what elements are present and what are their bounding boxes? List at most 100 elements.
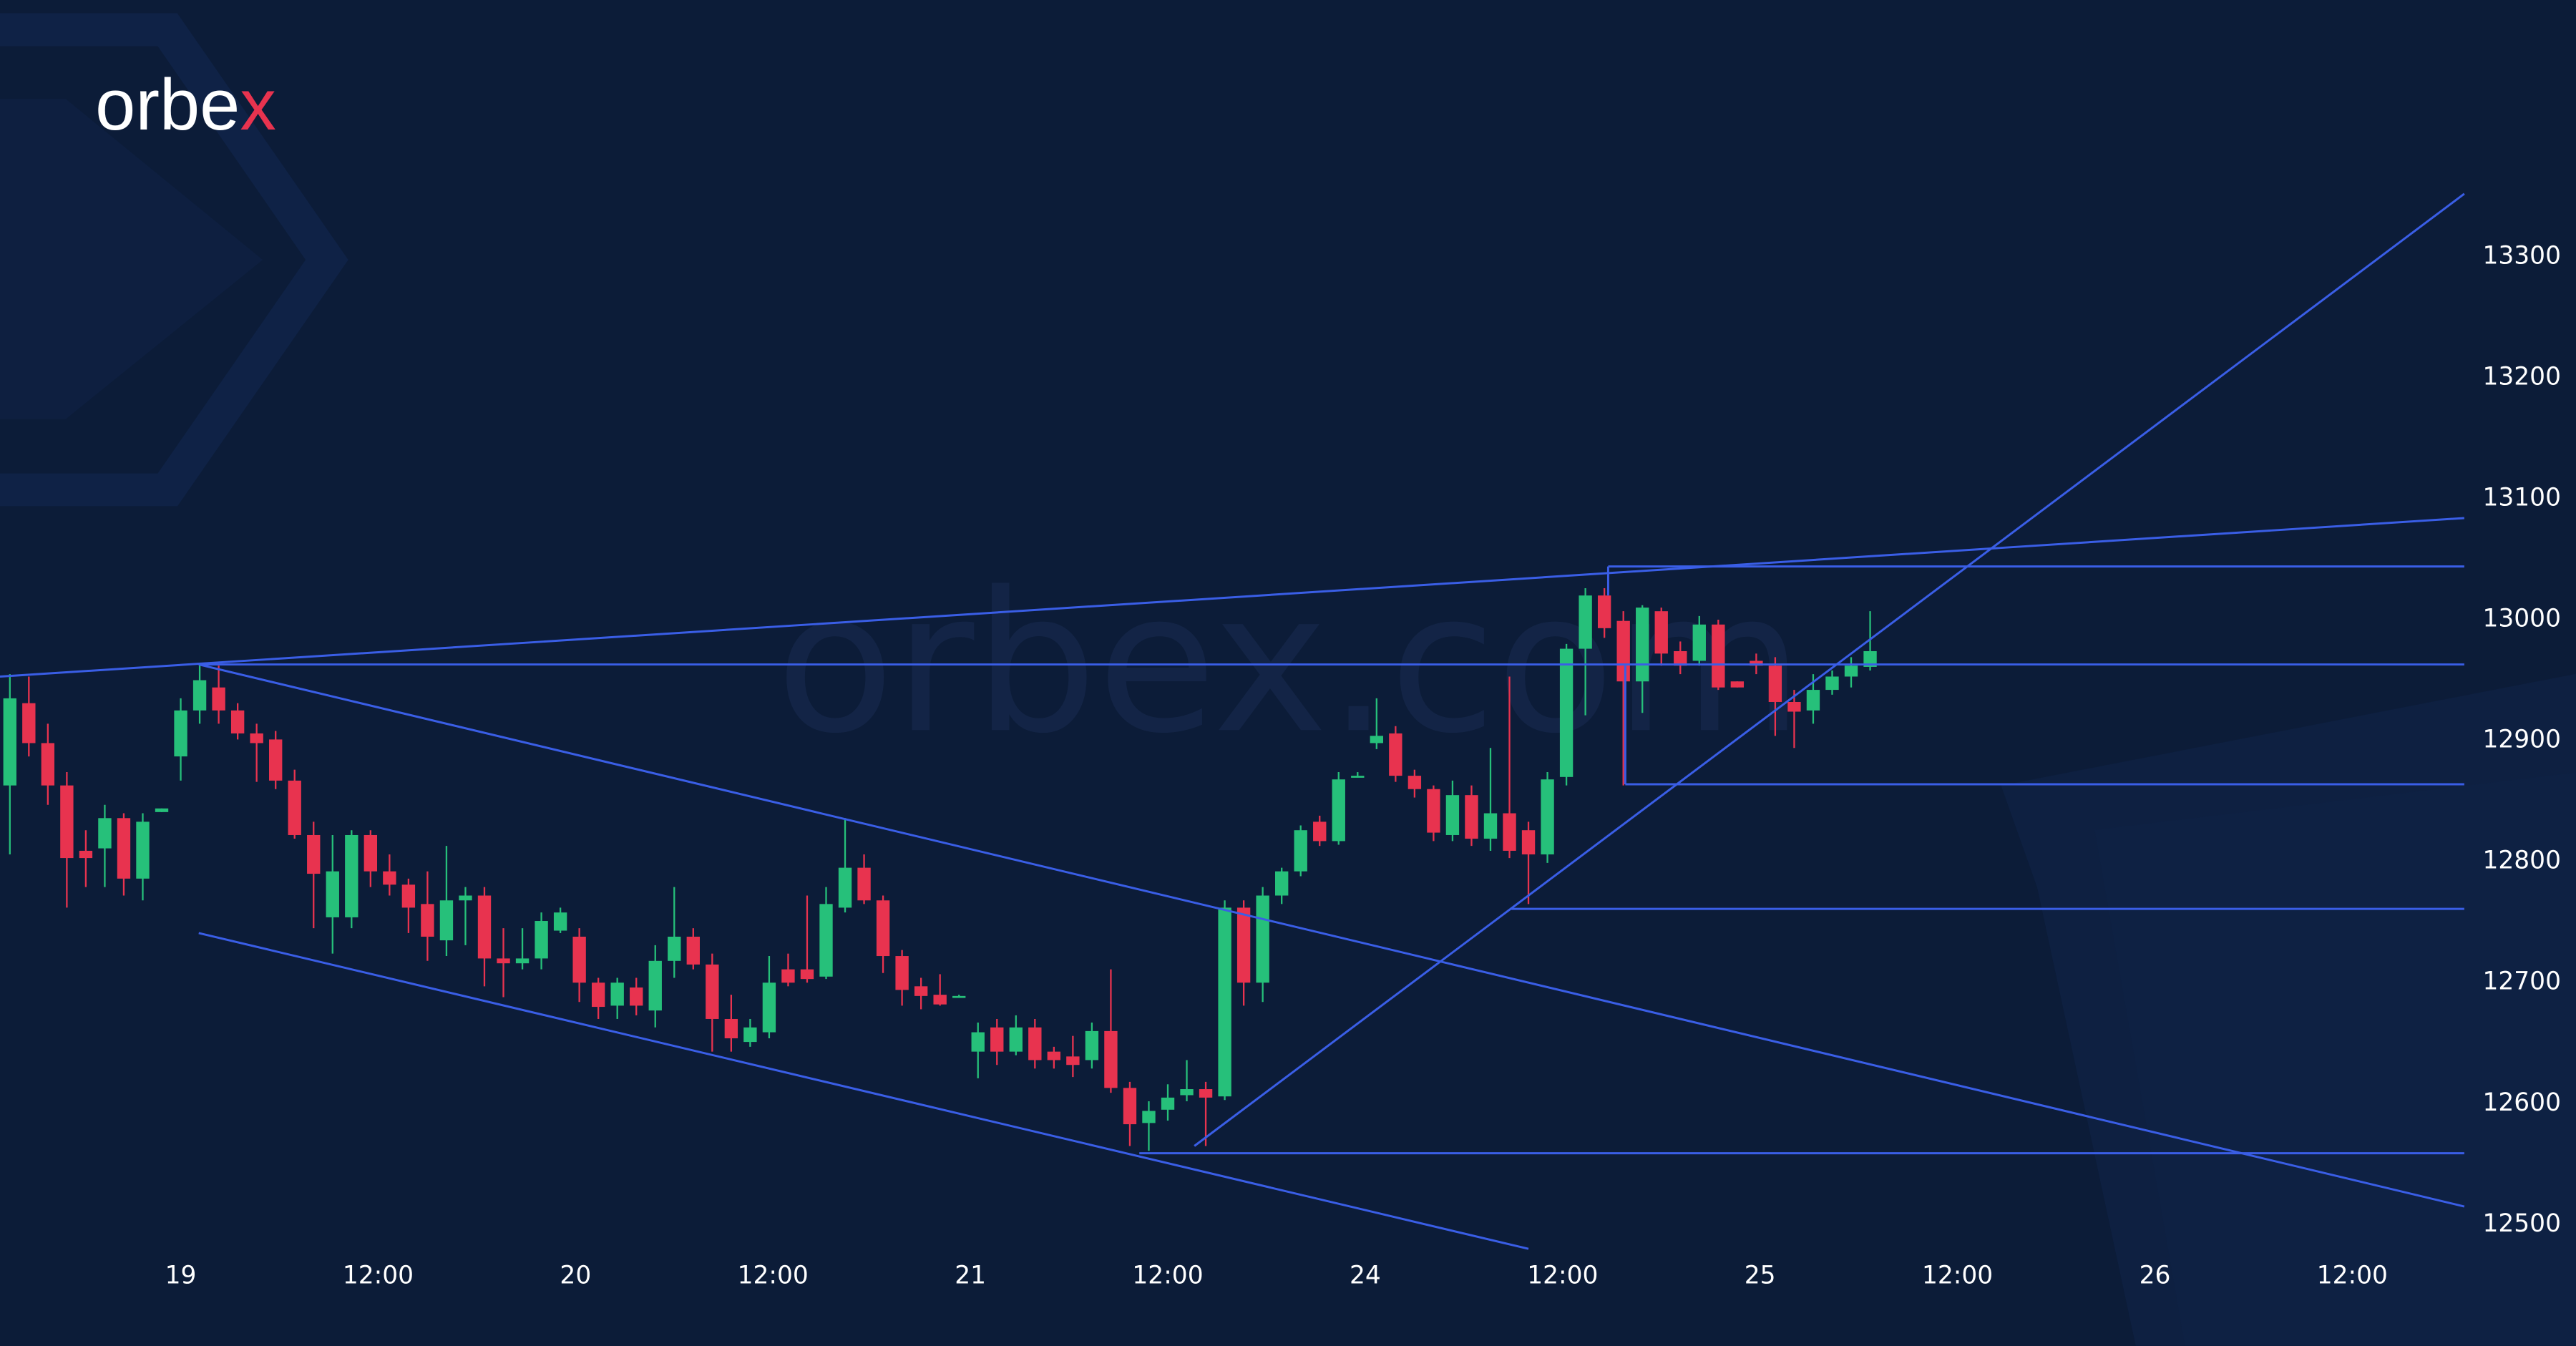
candle-body [1104,1030,1118,1088]
candle-body [1465,795,1478,839]
candle-body [1541,779,1554,855]
candle-body [553,912,567,931]
decor-shape [2094,772,2576,1346]
y-tick-label: 12900 [2482,726,2561,754]
candle-body [1445,795,1460,835]
candle-body [1559,648,1574,777]
candle-body [79,850,93,859]
x-tick-label: 26 [2140,1262,2171,1290]
candle-body [1351,776,1365,778]
candle-body [117,818,131,879]
candle-body [1313,821,1327,842]
candle-body [857,867,871,901]
y-tick-label: 13000 [2482,605,2561,633]
watermark: orbex.com [776,550,1803,776]
candle-body [1597,595,1611,628]
candle-body [459,895,472,901]
candle-body [1692,624,1706,661]
candle-body [1636,608,1649,682]
candle-body [1047,1051,1061,1060]
candle-body [230,710,245,733]
candle-body [3,698,16,786]
candle-body [971,1032,985,1052]
candle-body [98,818,112,849]
candle-body [155,808,169,812]
candle-body [269,739,283,781]
candle-body [933,995,947,1005]
x-tick-label: 19 [165,1262,197,1290]
candle-body [819,904,833,977]
candle-body [668,936,681,961]
candle-body [952,995,966,998]
x-tick-label: 12:00 [2317,1262,2388,1290]
candle-body [648,960,662,1011]
candle-body [686,936,700,965]
candle-body [401,884,416,908]
candle-body [1616,620,1630,682]
candle-body [781,969,795,983]
candle-body [60,785,74,859]
candle-body [1142,1111,1156,1123]
trend-line [198,663,2465,1208]
candle-body [477,895,492,959]
candle-body [1123,1088,1137,1125]
x-tick-label: 12:00 [1922,1262,1993,1290]
candle-body [1389,733,1402,776]
y-tick-label: 13300 [2482,241,2561,270]
candle-body [288,780,301,835]
candle-body [1066,1056,1080,1065]
candle-body [1180,1089,1194,1096]
candle-body [1712,624,1725,688]
candle-body [1863,650,1877,667]
y-tick-label: 12500 [2482,1209,2561,1238]
decor-chevron [0,13,348,507]
y-tick-label: 12700 [2482,967,2561,996]
candle-body [706,964,719,1019]
x-tick-label: 12:00 [738,1262,809,1290]
candle-body [421,904,434,937]
candle-body [990,1027,1004,1052]
candle-body [136,821,150,879]
candle-body [1654,611,1668,654]
x-tick-label: 25 [1745,1262,1776,1290]
candle-body [383,871,396,885]
candle-body [1787,701,1801,712]
x-tick-label: 12:00 [1527,1262,1598,1290]
candle-body [876,900,890,957]
x-tick-label: 12:00 [1132,1262,1203,1290]
candle-body [1825,676,1839,691]
candle-body [1332,779,1345,842]
candle-body [212,687,225,711]
candle-body [591,982,605,1008]
candle-body [1199,1089,1213,1098]
candle-body [1009,1027,1023,1052]
candle-body [535,921,548,959]
candle-body [800,969,814,980]
trend-line [1194,192,2465,1147]
candle-body [1256,895,1269,983]
candle-body [174,710,187,757]
candle-body [1483,813,1498,839]
candle-body [439,900,454,941]
trend-line [198,932,1529,1250]
candle-body [1750,660,1763,666]
candle-body [1236,907,1251,983]
x-tick-label: 20 [560,1262,591,1290]
decor-chevron [0,99,263,419]
candle-body [364,834,378,872]
candle-body [895,956,909,990]
candle-body [1028,1027,1042,1060]
candle-body [1768,665,1782,702]
candle-body [1427,789,1440,833]
logo: orbex [95,65,276,145]
candle-body [1730,681,1745,688]
candle-body [41,743,55,786]
y-tick-label: 12600 [2482,1088,2561,1117]
candle-body [515,958,530,964]
y-tick-label: 13200 [2482,362,2561,391]
candle-body [838,867,852,908]
candle-body [610,982,624,1006]
trend-line [0,517,2464,678]
